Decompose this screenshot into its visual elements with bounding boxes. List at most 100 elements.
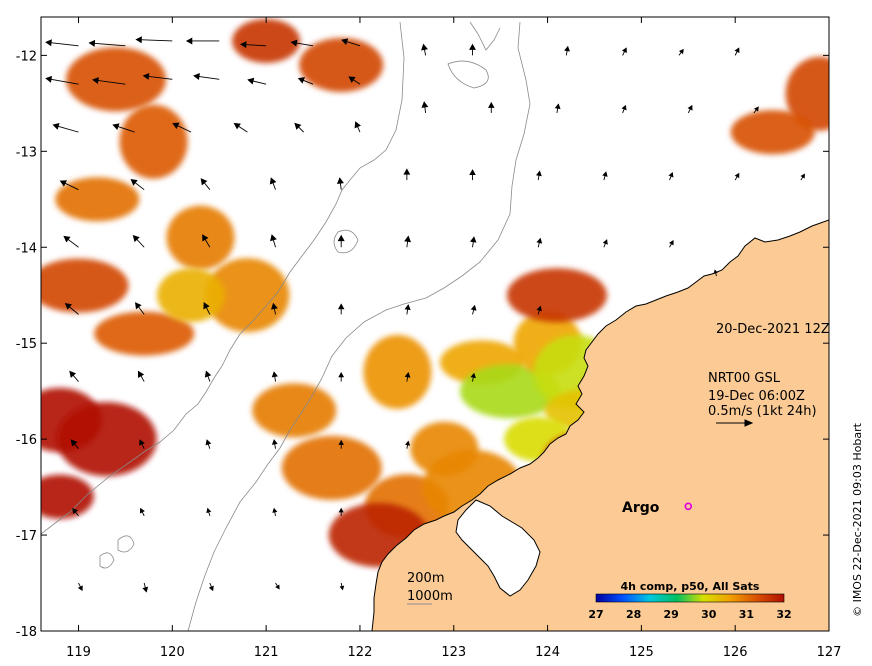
colorbar-bar: [595, 593, 785, 603]
sst-patch: [363, 334, 432, 409]
current-arrow: [536, 170, 542, 181]
current-arrow: [275, 582, 280, 590]
current-arrow: [294, 122, 304, 133]
current-arrow: [185, 37, 220, 45]
current-arrow: [338, 439, 344, 449]
current-arrow: [488, 101, 495, 113]
current-arrow: [337, 234, 345, 248]
current-arrow: [290, 39, 314, 47]
sst-patch: [252, 383, 337, 438]
current-arrow: [247, 77, 267, 85]
current-arrow: [405, 440, 411, 449]
current-arrow: [734, 172, 740, 181]
current-arrow: [469, 169, 476, 181]
x-tick-label: 120: [160, 645, 185, 660]
current-arrow: [668, 172, 674, 181]
sst-patch: [785, 56, 829, 131]
current-arrow: [753, 106, 759, 114]
current-arrow: [208, 582, 214, 592]
current-arrow: [348, 76, 361, 85]
current-arrow: [564, 45, 570, 56]
current-arrow: [404, 304, 411, 315]
x-tick-label: 119: [66, 645, 91, 660]
current-arrow: [354, 121, 361, 133]
contour-1000m: [187, 21, 531, 631]
sst-patch: [730, 110, 815, 155]
current-arrow: [536, 305, 542, 315]
current-source-label: NRT00 GSL: [708, 371, 781, 386]
current-arrow: [134, 302, 145, 315]
scale-arrow: [716, 419, 754, 427]
credit-text: © IMOS 22-Dec-2021 09:03 Hobart: [851, 422, 864, 617]
current-arrow: [269, 177, 277, 190]
x-tick-label: 123: [441, 645, 466, 660]
current-arrow: [403, 168, 411, 181]
current-arrow: [470, 304, 477, 315]
bay-inlet: [455, 499, 541, 597]
current-arrow: [142, 582, 149, 593]
reef-outline-3: [333, 229, 359, 254]
current-arrow: [341, 38, 361, 47]
current-arrow: [470, 372, 476, 382]
x-tick-label: 122: [348, 645, 373, 660]
current-arrow: [132, 235, 145, 248]
x-tick-label: 127: [817, 645, 842, 660]
current-arrow: [421, 101, 429, 113]
current-time-label: 19-Dec 06:00Z: [708, 389, 805, 404]
current-arrow: [233, 122, 248, 133]
current-arrow: [602, 239, 608, 248]
current-arrow: [270, 234, 277, 248]
sst-patch: [56, 402, 157, 477]
current-arrow: [272, 507, 278, 516]
x-tick-label: 124: [535, 645, 560, 660]
reef-outline-1: [469, 21, 501, 51]
y-tick-label: -14: [16, 241, 37, 256]
colorbar-tick-label: 28: [626, 608, 641, 621]
y-tick-label: -13: [16, 145, 37, 160]
colorbar-tick-label: 31: [739, 608, 754, 621]
current-arrow: [142, 72, 173, 80]
current-arrow: [69, 370, 79, 382]
current-arrow: [59, 180, 79, 191]
current-arrow: [52, 123, 79, 133]
current-arrow: [337, 303, 345, 315]
argo-marker[interactable]: [684, 502, 693, 511]
y-tick-label: -17: [16, 529, 37, 544]
current-arrow: [687, 104, 693, 114]
current-arrow: [206, 507, 212, 517]
current-arrow: [45, 39, 79, 47]
current-arrow: [713, 269, 718, 277]
reef-outline-5: [99, 552, 115, 569]
scale-label: 0.5m/s (1kt 24h): [708, 404, 817, 419]
colorbar-tick-label: 27: [588, 608, 603, 621]
axes: 119 120 121 122 123 124 125 126 127 -12 -13 -14 -15 -…: [16, 17, 842, 660]
current-arrow: [203, 302, 211, 315]
current-arrow: [112, 123, 135, 133]
current-arrow: [339, 582, 345, 591]
current-arrow: [172, 122, 192, 133]
sst-patch: [55, 177, 140, 222]
current-arrow: [77, 582, 83, 592]
current-arrow: [92, 77, 126, 85]
map-plot-area[interactable]: [18, 17, 854, 631]
current-arrow: [536, 237, 543, 248]
colorbar-tick-label: 29: [664, 608, 679, 621]
sst-patch: [299, 37, 384, 92]
sst-patch: [94, 311, 195, 356]
current-arrow: [88, 39, 126, 47]
x-tick-label: 121: [254, 645, 279, 660]
x-tick-label: 126: [723, 645, 748, 660]
argo-label: Argo: [622, 500, 660, 516]
sst-patch: [166, 205, 235, 270]
current-arrow: [240, 41, 267, 49]
current-arrow: [45, 75, 79, 85]
current-arrow: [271, 371, 278, 382]
plot-frame: [40, 16, 830, 632]
sst-patch: [232, 18, 301, 63]
current-arrow: [139, 507, 145, 517]
x-tick-label: 125: [629, 645, 654, 660]
sst-patch: [205, 258, 290, 333]
colorbar-tick-label: 32: [776, 608, 791, 621]
current-arrow: [200, 178, 211, 190]
